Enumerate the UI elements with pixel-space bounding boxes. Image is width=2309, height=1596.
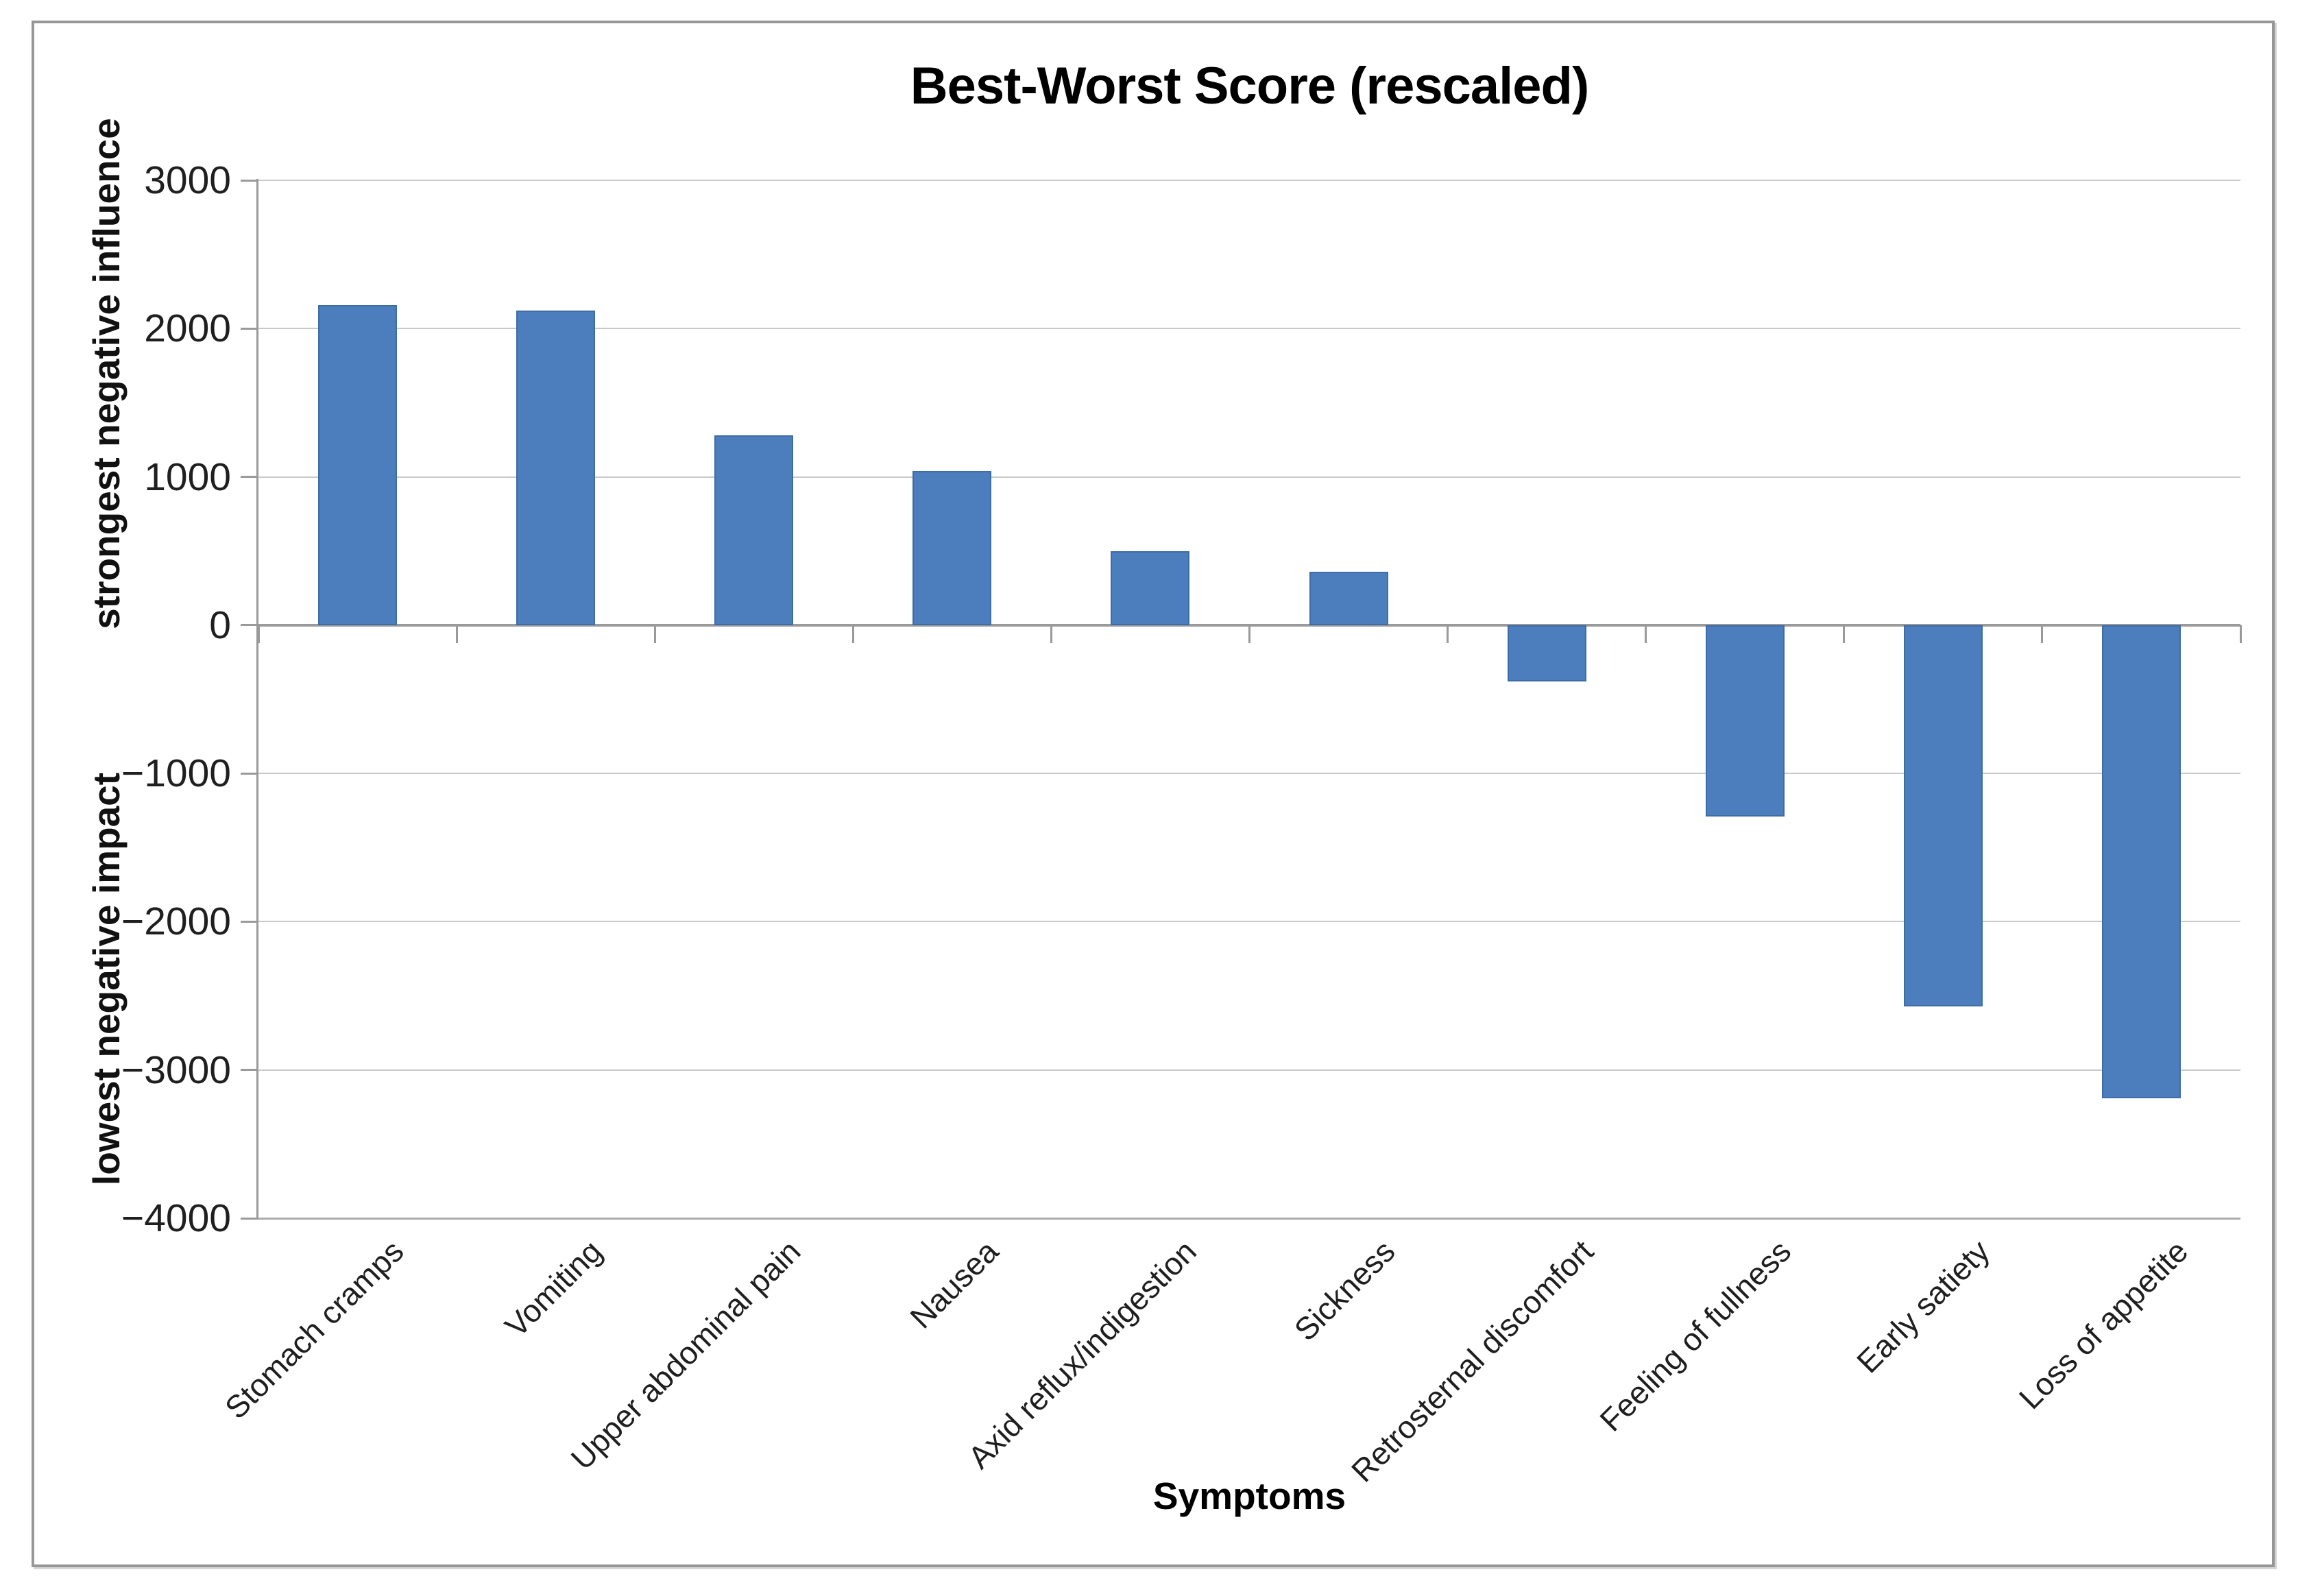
gridline xyxy=(258,328,2240,330)
x-tick-mark xyxy=(2041,625,2044,643)
bar xyxy=(1507,625,1586,682)
figure-frame xyxy=(32,21,2275,1567)
bar xyxy=(1903,625,1983,1006)
y-tick-label: 0 xyxy=(209,603,231,647)
y-tick-mark xyxy=(241,624,258,627)
bar xyxy=(516,311,596,625)
x-tick-mark xyxy=(2239,625,2242,643)
y-tick-label: 2000 xyxy=(144,306,231,351)
x-tick-mark xyxy=(1447,625,1449,643)
x-tick-mark xyxy=(455,625,458,643)
x-tick-mark xyxy=(851,625,854,643)
bar xyxy=(1705,625,1785,817)
gridline xyxy=(258,180,2240,181)
x-tick-mark xyxy=(1843,625,1846,643)
y-tick-mark xyxy=(241,920,258,923)
bar xyxy=(912,470,992,625)
y-tick-mark xyxy=(241,476,258,479)
gridline xyxy=(258,476,2240,478)
gridline xyxy=(258,773,2240,775)
y-tick-label: 3000 xyxy=(144,158,231,202)
x-tick-mark xyxy=(1050,625,1052,643)
y-tick-mark xyxy=(241,1217,258,1220)
gridline xyxy=(258,921,2240,923)
x-tick-mark xyxy=(257,625,260,643)
y-axis-title-lower: lowest negative impact xyxy=(85,772,128,1186)
y-tick-label: −2000 xyxy=(121,899,231,944)
gridline xyxy=(258,1217,2240,1220)
bar xyxy=(1111,551,1190,625)
bar xyxy=(2101,625,2181,1098)
y-tick-mark xyxy=(241,327,258,330)
y-tick-label: −1000 xyxy=(121,751,231,796)
gridline xyxy=(258,1069,2240,1071)
y-tick-mark xyxy=(241,772,258,775)
bar xyxy=(714,435,794,625)
x-tick-mark xyxy=(1645,625,1647,643)
x-tick-mark xyxy=(653,625,656,643)
bar xyxy=(1309,571,1388,625)
chart-title: Best-Worst Score (rescaled) xyxy=(910,57,1590,115)
x-tick-mark xyxy=(1248,625,1250,643)
y-tick-label: −4000 xyxy=(121,1196,231,1240)
y-tick-mark xyxy=(241,179,258,182)
bar xyxy=(318,304,398,625)
y-tick-label: 1000 xyxy=(144,455,231,499)
y-tick-label: −3000 xyxy=(121,1048,231,1092)
x-axis-title: Symptoms xyxy=(1152,1475,1346,1517)
y-tick-mark xyxy=(241,1069,258,1072)
y-axis-line xyxy=(256,179,258,1220)
